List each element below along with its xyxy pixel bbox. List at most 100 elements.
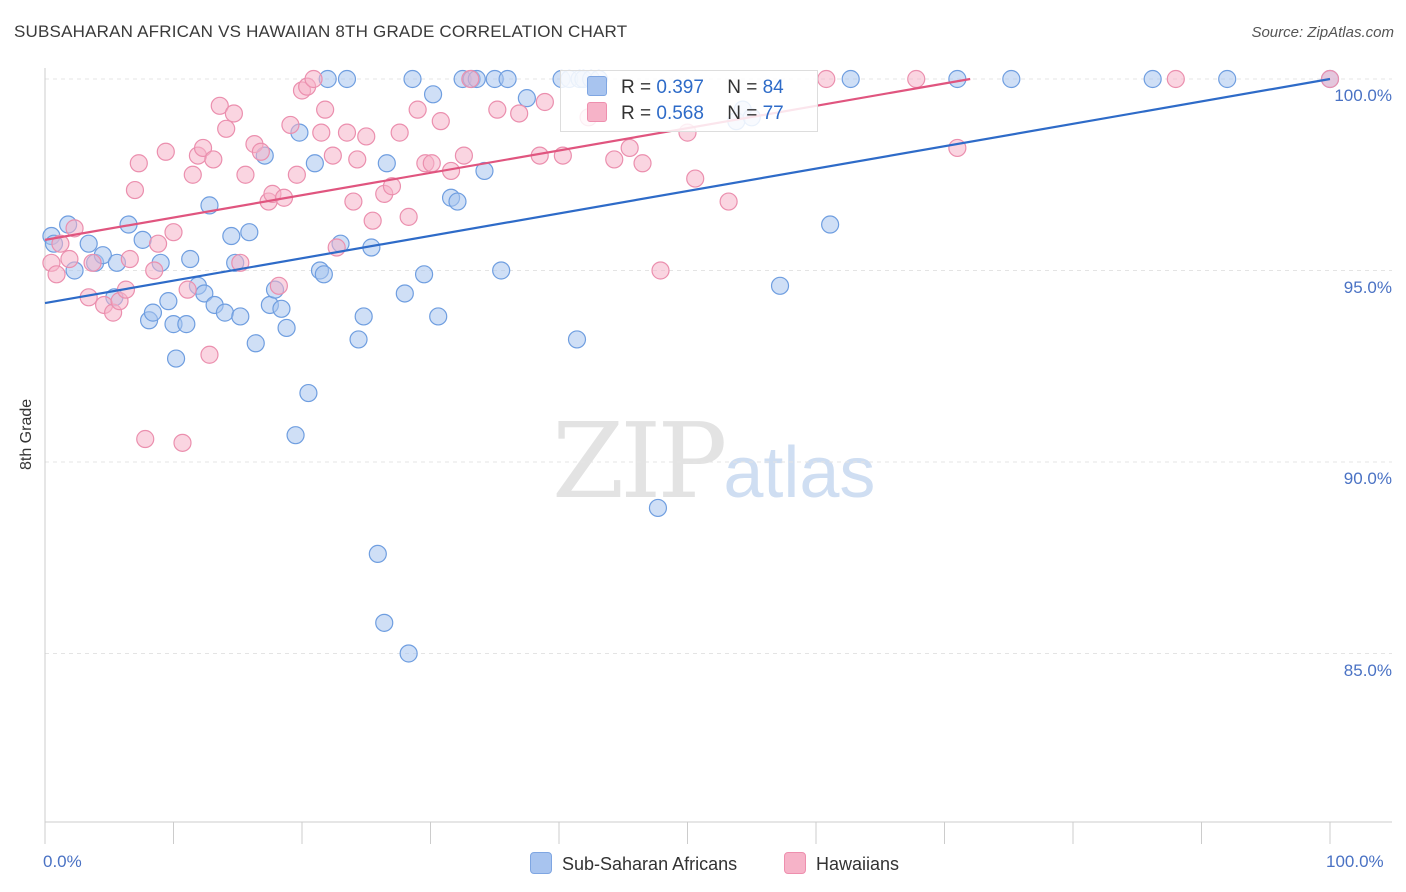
blue-point-33: [277, 318, 296, 338]
x-tick-label-right: 100.0%: [1326, 852, 1384, 871]
blue-point-50: [399, 644, 418, 663]
y-tick-label-100: 100.0%: [1334, 86, 1392, 105]
blue-point-81: [1143, 69, 1162, 89]
blue-point-46: [368, 544, 387, 564]
pink-point-28: [224, 104, 243, 123]
correlation-legend: R = 0.397 N = 84 R = 0.568 N = 77: [560, 70, 818, 132]
pink-point-16: [148, 234, 168, 253]
pink-point-61: [461, 69, 480, 89]
blue-point-53: [423, 85, 443, 104]
pink-point-65: [535, 92, 554, 112]
pink-point-23: [193, 138, 213, 158]
series-legend-blue: Sub-Saharan Africans: [530, 852, 737, 875]
legend-pink-n-value: 77: [762, 103, 784, 124]
blue-point-79: [948, 69, 967, 89]
pink-point-20: [178, 280, 197, 299]
blue-point-26: [231, 307, 250, 326]
pink-point-46: [337, 123, 357, 142]
blue-point-28: [246, 334, 265, 353]
pink-point-13: [129, 154, 148, 173]
pink-point-30: [236, 165, 255, 184]
pink-point-71: [651, 261, 670, 280]
blue-point-49: [395, 284, 414, 303]
blue-point-10: [133, 230, 152, 249]
blue-point-48: [377, 154, 396, 173]
blue-trend-line: [44, 77, 1331, 305]
legend-pink-n-label: N =: [727, 103, 758, 124]
legend-row-blue: R = 0.397 N = 84: [587, 76, 784, 100]
pink-point-27: [217, 119, 236, 138]
y-tick-label-85: 85.0%: [1343, 661, 1392, 680]
pink-point-75: [817, 69, 836, 89]
pink-point-63: [510, 104, 529, 123]
pink-point-70: [633, 154, 652, 173]
blue-point-54: [429, 307, 448, 326]
pink-point-49: [357, 127, 376, 146]
pink-point-6: [83, 253, 102, 272]
blue-point-78: [841, 69, 860, 89]
blue-point-23: [215, 303, 234, 322]
x-tick-label-left: 0.0%: [43, 852, 82, 871]
blue-point-80: [1002, 69, 1021, 89]
pink-point-74: [719, 192, 738, 211]
pink-point-58: [431, 112, 450, 131]
legend-row-pink: R = 0.568 N = 77: [587, 102, 784, 126]
chart-source: Source: ZipAtlas.com: [1251, 24, 1394, 41]
y-axis-label: 8th Grade: [18, 398, 35, 470]
pink-point-32: [251, 142, 270, 161]
pink-point-38: [287, 165, 306, 184]
blue-point-37: [305, 154, 324, 173]
blue-point-47: [375, 613, 394, 632]
y-tick-label-95: 95.0%: [1343, 278, 1392, 297]
blue-point-76: [770, 276, 790, 295]
blue-point-42: [337, 69, 357, 89]
blue-point-44: [354, 307, 373, 326]
blue-point-51: [403, 69, 422, 89]
pink-point-4: [65, 219, 84, 238]
legend-pink-r-value: 0.568: [656, 103, 704, 124]
pink-point-29: [231, 253, 250, 272]
pink-point-37: [281, 115, 300, 135]
legend-blue-r-value: 0.397: [656, 77, 704, 98]
blue-point-39: [314, 265, 333, 284]
series-label-blue: Sub-Saharan Africans: [562, 854, 738, 874]
blue-point-17: [177, 315, 196, 334]
pink-point-44: [323, 146, 342, 165]
pink-point-41: [304, 69, 323, 89]
pink-point-12: [125, 180, 145, 200]
blue-point-64: [517, 89, 536, 108]
legend-blue-r-label: R =: [621, 77, 652, 98]
pink-point-48: [348, 150, 367, 169]
series-legend-pink: Hawaiians: [784, 852, 899, 875]
pink-point-43: [316, 100, 335, 119]
pink-point-14: [136, 429, 155, 449]
pink-point-50: [363, 211, 382, 230]
blue-point-56: [448, 192, 467, 211]
pink-point-47: [344, 192, 363, 211]
chart-title: SUBSAHARAN AFRICAN VS HAWAIIAN 8TH GRADE…: [14, 22, 628, 41]
pink-point-3: [60, 249, 79, 269]
pink-point-55: [408, 100, 427, 119]
blue-point-52: [414, 265, 434, 284]
blue-point-34: [286, 426, 305, 445]
blue-point-16: [166, 349, 186, 368]
zipatlas-watermark: ZIPatlas: [552, 400, 875, 522]
pink-point-42: [312, 123, 331, 142]
blue-point-4: [79, 234, 98, 253]
blue-point-12: [143, 303, 163, 322]
pink-point-54: [399, 207, 418, 226]
blue-point-82: [1218, 69, 1237, 89]
pink-point-78: [1166, 69, 1185, 89]
pink-point-35: [269, 276, 288, 295]
pink-point-25: [204, 150, 223, 169]
pink-point-2: [51, 234, 70, 253]
blue-point-32: [272, 299, 291, 318]
pink-point-73: [686, 169, 705, 188]
pink-point-24: [200, 345, 219, 364]
blue-point-77: [821, 215, 840, 234]
blue-point-63: [498, 69, 517, 89]
pink-point-68: [605, 150, 624, 169]
pink-point-76: [907, 69, 926, 89]
pink-point-11: [120, 249, 139, 269]
